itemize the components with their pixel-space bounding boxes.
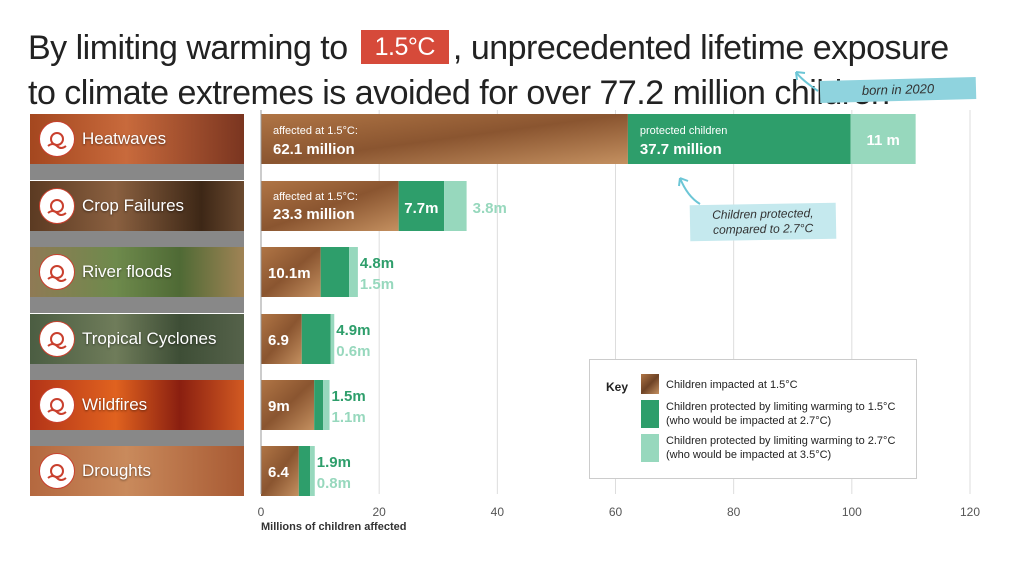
data-label-protected-35: 1.5m <box>360 276 394 293</box>
hazard-row-tropical-cyclones: Tropical Cyclones <box>30 314 244 364</box>
hazard-row-heatwaves: Heatwaves <box>30 114 244 164</box>
legend-swatch-protected-35 <box>641 434 659 462</box>
hazard-row-river-floods: River floods <box>30 247 244 297</box>
hazard-row-wildfires: Wildfires <box>30 380 244 430</box>
x-tick-label: 20 <box>372 505 386 519</box>
bar-impacted <box>261 446 299 496</box>
hazard-label: River floods <box>82 262 172 281</box>
protected-annotation: Children protected, compared to 2.7°C <box>689 202 837 242</box>
legend-swatch-protected-27 <box>641 400 659 428</box>
legend: Key Children impacted at 1.5°C Children … <box>589 359 917 479</box>
data-label-protected-27: 1.9m <box>317 454 351 471</box>
cyclone-icon <box>39 321 75 357</box>
hazard-separator <box>30 297 244 313</box>
legend-label-protected-27: Children protected by limiting warming t… <box>666 401 896 427</box>
legend-label-impacted: Children impacted at 1.5°C <box>666 379 798 391</box>
bar-protected-27 <box>298 446 311 496</box>
bar-protected-35 <box>310 446 315 496</box>
x-tick-label: 120 <box>960 505 980 519</box>
river-flood-icon <box>39 254 75 290</box>
hazard-separator <box>30 430 244 446</box>
data-label-impacted: 10.1m <box>268 265 311 282</box>
hazard-row-droughts: Droughts <box>30 446 244 496</box>
data-label-impacted: 6.4 <box>268 464 290 481</box>
title-highlight: 1.5°C <box>360 30 449 64</box>
data-label-protected-27: 4.8m <box>360 255 394 272</box>
data-label-protected-35: 0.8m <box>317 475 351 492</box>
title-line-2: to climate extremes is avoided for over … <box>28 74 890 112</box>
bar-protected-27 <box>314 380 324 430</box>
x-tick-label: 40 <box>491 505 505 519</box>
bar-protected-35 <box>323 380 330 430</box>
bar-protected-35 <box>330 314 335 364</box>
hazard-separator <box>30 164 244 180</box>
legend-label-protected-35: Children protected by limiting warming t… <box>666 435 896 461</box>
hazard-label: Wildfires <box>82 395 148 414</box>
heatwave-icon <box>39 121 75 157</box>
x-tick-label: 100 <box>842 505 862 519</box>
data-label-impacted: 9m <box>268 398 290 415</box>
data-label-protected-27: 1.5m <box>332 388 366 405</box>
x-tick-label: 0 <box>258 505 265 519</box>
data-label-impacted: 6.9 <box>268 332 289 349</box>
hazard-label: Droughts <box>82 461 151 480</box>
data-label-protected-35: 3.8m <box>473 200 507 217</box>
title-text-end: , unprecedented lifetime exposure <box>452 29 949 67</box>
bar-impacted <box>261 380 315 430</box>
x-tick-label: 60 <box>609 505 623 519</box>
hazard-separator <box>30 231 244 247</box>
bar-protected-27 <box>320 247 350 297</box>
x-tick-label: 80 <box>727 505 741 519</box>
x-axis-label: Millions of children affected <box>261 521 406 533</box>
bar-prefix-impacted: affected at 1.5°C: <box>273 125 358 137</box>
hazard-label: Crop Failures <box>82 196 185 215</box>
bar-protected-27 <box>627 114 851 164</box>
hazard-row-crop-failures: Crop Failures <box>30 181 244 231</box>
bar-impacted <box>261 114 628 164</box>
data-label-impacted: 23.3 million <box>273 206 355 223</box>
crop-failure-icon <box>39 188 75 224</box>
legend-title: Key <box>606 380 629 394</box>
data-label-protected-35: 1.1m <box>332 409 366 426</box>
chart-title: By limiting warming to 1.5°C, unpreceden… <box>28 26 988 116</box>
data-label-protected-27: 4.9m <box>336 322 370 339</box>
data-label-impacted: 62.1 million <box>273 141 355 158</box>
bar-prefix-impacted: affected at 1.5°C: <box>273 191 358 203</box>
data-label-protected-35: 0.6m <box>336 343 370 360</box>
bar-impacted <box>261 247 321 297</box>
annotation-line-2: compared to 2.7°C <box>712 221 814 237</box>
data-label-protected-27: 37.7 million <box>640 141 722 158</box>
bar-protected-35 <box>349 247 358 297</box>
bar-impacted <box>261 314 302 364</box>
wildfire-icon <box>39 387 75 423</box>
bar-protected-35 <box>850 114 916 164</box>
data-label-protected-27: 7.7m <box>404 200 438 217</box>
data-label-protected-35: 11 m <box>866 132 899 149</box>
bar-prefix-protected: protected children <box>640 125 727 137</box>
bar-impacted <box>261 181 399 231</box>
hazard-label: Tropical Cyclones <box>82 329 217 348</box>
bar-protected-27 <box>301 314 331 364</box>
title-text-start: By limiting warming to <box>28 29 348 67</box>
legend-swatch-impacted <box>641 374 659 394</box>
bar-protected-35 <box>444 181 467 231</box>
hazard-separator <box>30 364 244 380</box>
hazard-label: Heatwaves <box>82 129 167 148</box>
bar-protected-27 <box>398 181 445 231</box>
drought-icon <box>39 453 75 489</box>
